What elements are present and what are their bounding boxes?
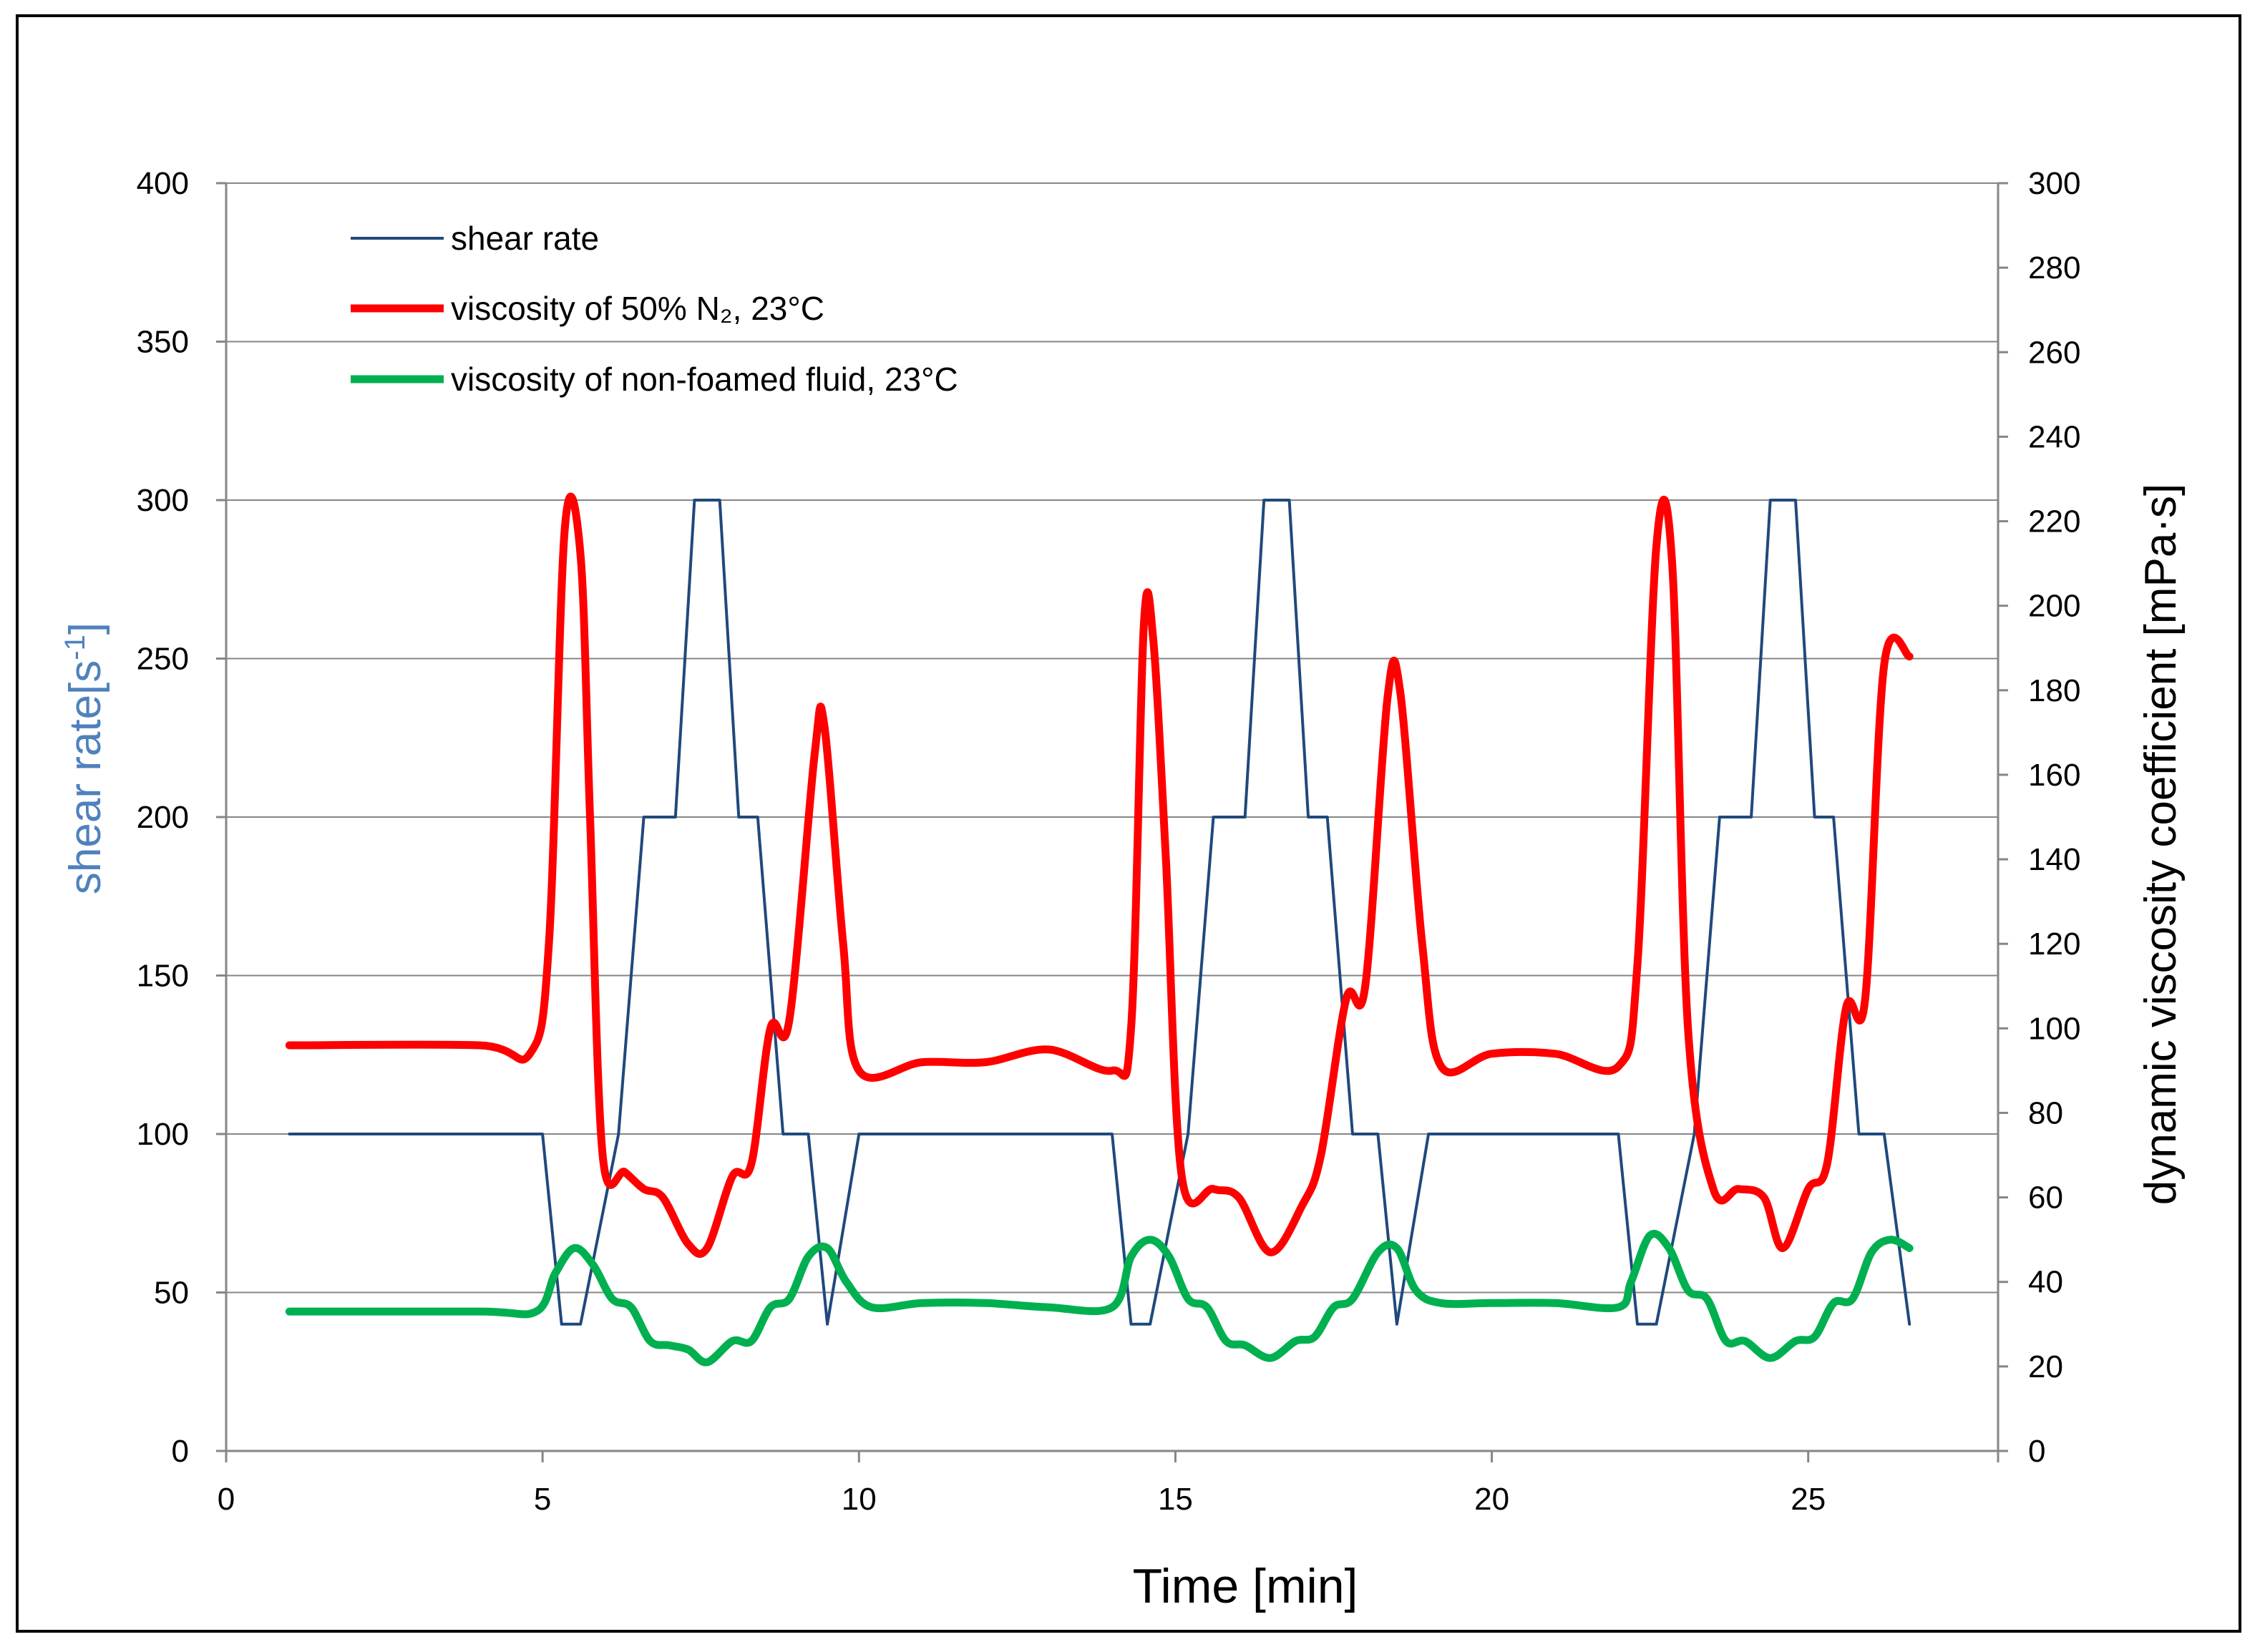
series-shear-rate [288, 499, 1911, 1326]
y-right-tick-label: 240 [2028, 419, 2080, 454]
y-right-tick-label: 200 [2028, 589, 2080, 624]
legend-label-shear-rate: shear rate [451, 220, 599, 257]
y-left-axis-title-main: shear rate [61, 695, 110, 894]
y-left-axis-title-unit: [s [61, 660, 110, 695]
x-tick-label: 20 [1474, 1482, 1509, 1517]
tick-labels: 0501001502002503003504000204060801001201… [137, 166, 2081, 1517]
y-right-tick-label: 80 [2028, 1095, 2063, 1130]
y-right-tick-label: 300 [2028, 166, 2080, 201]
y-right-tick-label: 260 [2028, 335, 2080, 370]
x-axis-title: Time [min] [1133, 1559, 1358, 1613]
legend-label-viscosity-n2: viscosity of 50% N₂, 23°C [451, 290, 824, 327]
y-left-tick-label: 50 [154, 1276, 189, 1311]
y-right-tick-label: 40 [2028, 1265, 2063, 1300]
y-right-tick-label: 220 [2028, 504, 2080, 539]
x-tick-label: 0 [218, 1482, 235, 1517]
y-right-tick-label: 100 [2028, 1011, 2080, 1046]
y-left-tick-label: 100 [137, 1117, 189, 1152]
y-left-axis-title-close: ] [61, 622, 110, 635]
gridlines [216, 182, 2008, 1462]
y-right-tick-label: 120 [2028, 927, 2080, 962]
y-right-tick-label: 280 [2028, 250, 2080, 285]
x-tick-label: 10 [842, 1482, 877, 1517]
chart-frame [16, 14, 2241, 1633]
axes [225, 183, 2000, 1452]
data-series [285, 492, 1914, 1367]
legend-label-viscosity-non-foamed: viscosity of non-foamed fluid, 23°C [451, 361, 958, 398]
y-right-tick-label: 60 [2028, 1181, 2063, 1216]
y-left-axis-title-sup: -1 [59, 635, 91, 660]
series-viscosity-non-foamed [285, 1229, 1914, 1367]
y-left-tick-label: 350 [137, 325, 189, 360]
y-right-tick-label: 0 [2028, 1434, 2045, 1469]
x-tick-label: 5 [534, 1482, 551, 1517]
legend: shear rate viscosity of 50% N₂, 23°C vis… [351, 220, 958, 398]
x-tick-label: 25 [1791, 1482, 1826, 1517]
y-left-tick-label: 250 [137, 642, 189, 677]
y-left-tick-label: 300 [137, 483, 189, 518]
y-right-tick-label: 20 [2028, 1349, 2063, 1384]
y-left-tick-label: 400 [137, 166, 189, 201]
y-left-tick-label: 0 [172, 1434, 189, 1469]
y-right-tick-label: 180 [2028, 673, 2080, 708]
y-right-tick-label: 160 [2028, 758, 2080, 793]
x-tick-label: 15 [1158, 1482, 1193, 1517]
y-left-axis-title: shear rate[s-1] [59, 622, 110, 894]
y-right-tick-label: 140 [2028, 842, 2080, 877]
y-left-tick-label: 200 [137, 800, 189, 835]
series-viscosity-n2 [285, 492, 1914, 1258]
y-right-axis-title: dynamic viscosity coefficient [mPa·s] [2136, 484, 2186, 1205]
y-left-tick-label: 150 [137, 959, 189, 994]
